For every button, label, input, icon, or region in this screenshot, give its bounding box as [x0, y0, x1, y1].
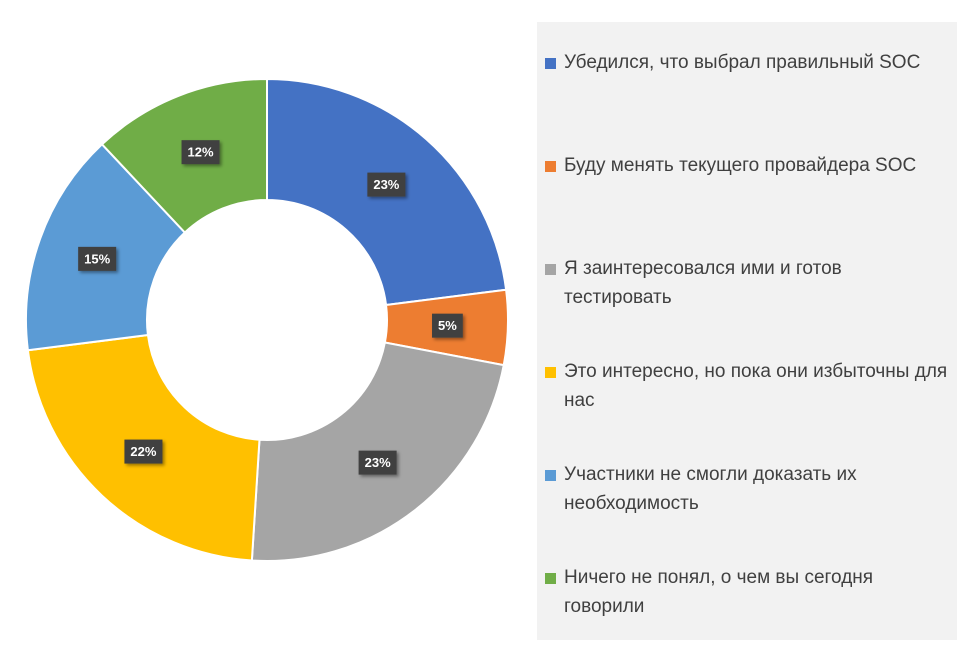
legend: Убедился, что выбрал правильный SOC Буду …	[537, 22, 957, 640]
data-label: 15%	[78, 246, 117, 271]
legend-swatch	[545, 470, 556, 481]
legend-label: Буду менять текущего провайдера SOC	[564, 155, 917, 176]
legend-item: Участники не смогли доказать их необходи…	[545, 460, 950, 518]
data-label-text: 15%	[84, 251, 110, 266]
data-label: 23%	[367, 172, 406, 197]
legend-swatch	[545, 264, 556, 275]
legend-swatch	[545, 573, 556, 584]
data-label-text: 23%	[365, 455, 391, 470]
data-label-text: 23%	[373, 177, 399, 192]
data-label-box	[432, 313, 463, 338]
data-label-box	[367, 172, 406, 197]
data-label-box	[78, 246, 117, 271]
data-label-text: 5%	[438, 318, 457, 333]
data-label: 12%	[181, 140, 220, 165]
data-label-box	[181, 140, 220, 165]
legend-item: Я заинтересовался ими и готов тестироват…	[545, 254, 950, 312]
data-label-box	[124, 439, 163, 464]
legend-label: Ничего не понял, о чем вы сегодня говори…	[564, 567, 874, 617]
data-label-text: 22%	[130, 444, 156, 459]
legend-swatch	[545, 161, 556, 172]
legend-swatch	[545, 58, 556, 69]
legend-label: Убедился, что выбрал правильный SOC	[564, 52, 921, 73]
data-label-box	[358, 450, 397, 475]
legend-item: Это интересно, но пока они избыточны для…	[545, 357, 950, 415]
data-label: 23%	[358, 450, 397, 475]
legend-item: Буду менять текущего провайдера SOC	[545, 151, 950, 180]
legend-item: Убедился, что выбрал правильный SOC	[545, 48, 950, 77]
legend-label: Это интересно, но пока они избыточны для…	[564, 361, 948, 411]
data-label: 5%	[432, 313, 463, 338]
chart: 23% 5% 23% 22% 15% 12%	[25, 77, 509, 562]
legend-label: Я заинтересовался ими и готов тестироват…	[564, 258, 842, 308]
data-label: 22%	[124, 439, 163, 464]
data-label-text: 12%	[188, 145, 214, 160]
legend-item: Ничего не понял, о чем вы сегодня говори…	[545, 563, 950, 621]
legend-label: Участники не смогли доказать их необходи…	[564, 464, 857, 514]
legend-swatch	[545, 367, 556, 378]
